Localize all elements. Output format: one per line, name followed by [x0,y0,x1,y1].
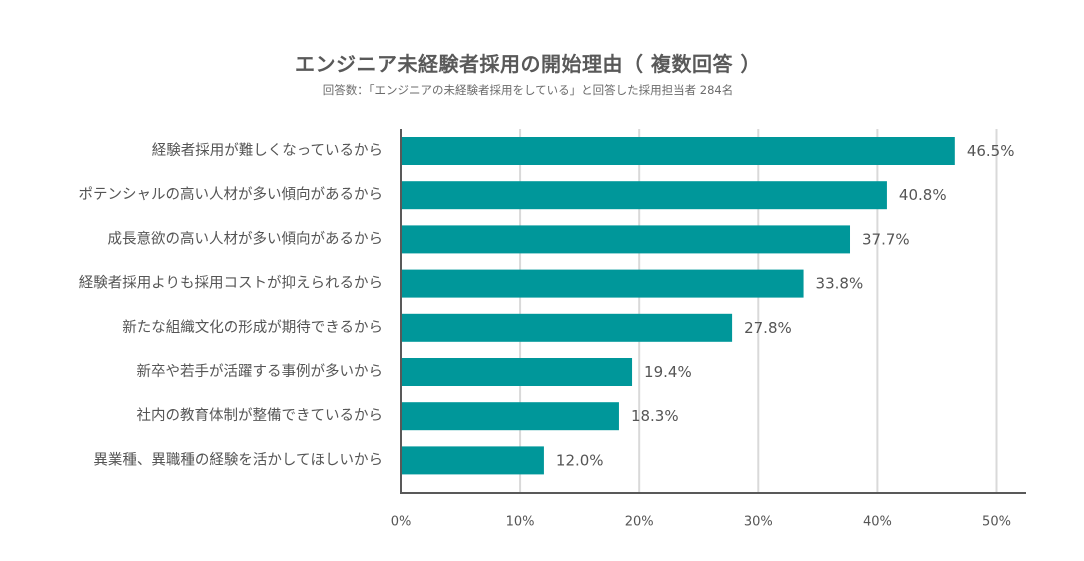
category-label: 経験者採用が難しくなっているから [152,142,383,159]
value-label: 33.8% [816,275,864,293]
value-label: 12.0% [556,451,604,469]
bar [401,225,851,254]
x-tick-label: 30% [744,515,773,530]
value-label: 46.5% [967,142,1015,160]
bar [401,181,887,210]
bar [401,358,633,386]
category-label: ポテンシャルの高い人材が多い傾向があるから [79,186,384,203]
value-label: 37.7% [862,230,910,248]
value-label: 19.4% [644,363,692,381]
chart-title: エンジニア未経験者採用の開始理由（ 複数回答 ） [295,52,761,76]
value-label: 40.8% [899,186,947,204]
x-tick-label: 10% [506,515,535,530]
x-tick-label: 40% [863,515,892,530]
bar [401,446,544,475]
chart-subtitle: 回答数：「エンジニアの未経験者採用をしている」と回答した採用担当者 284名 [322,83,734,97]
category-label: 経験者採用よりも採用コストが抑えられるから [79,275,383,292]
category-label: 新卒や若手が活躍する事例が多いから [137,363,384,380]
category-label: 成長意欲の高い人材が多い傾向があるから [108,229,384,247]
category-label: 新たな組織文化の形成が期待できるから [122,319,383,336]
x-tick-label: 20% [625,515,654,530]
x-tick-label: 0% [391,515,412,530]
category-label: 異業種、異職種の経験を活かしてほしいから [93,451,383,468]
bar [401,313,733,342]
x-tick-label: 50% [982,515,1011,530]
value-label: 27.8% [744,319,792,337]
category-label: 社内の教育体制が整備できているから [137,407,384,424]
bar [401,402,619,431]
value-label: 18.3% [631,407,679,425]
bar [401,137,955,165]
bar [401,269,804,298]
